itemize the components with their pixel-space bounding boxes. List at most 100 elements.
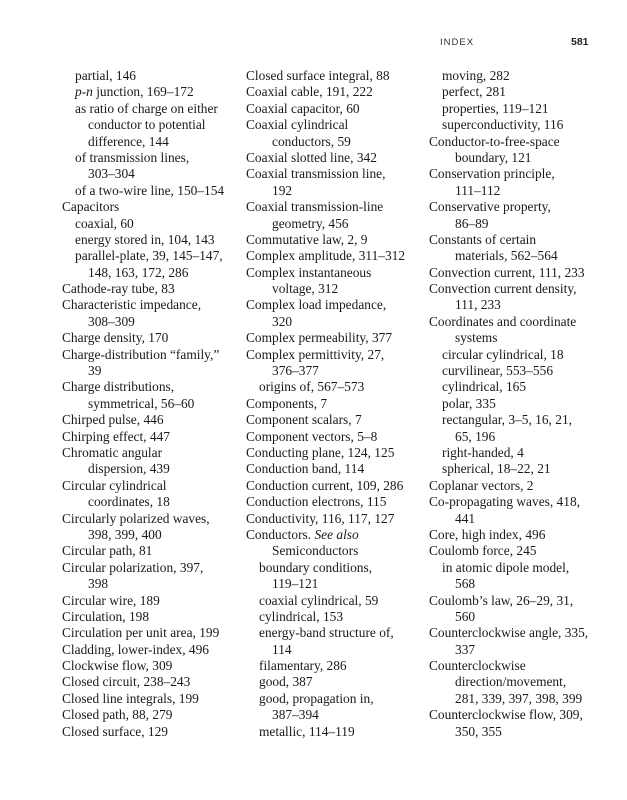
entry-text: energy-band structure of,	[259, 625, 394, 641]
entry-text: Chromatic angular	[62, 444, 163, 460]
entry-text: Conductor-to-free-space	[429, 133, 560, 149]
index-entry: Coaxial transmission-line	[246, 199, 426, 215]
index-entry-continuation: 148, 163, 172, 286	[62, 265, 242, 281]
entry-text: energy stored in, 104, 143	[75, 231, 215, 247]
index-entry: Coaxial slotted line, 342	[246, 150, 426, 166]
entry-text: Coaxial transmission-line	[246, 199, 384, 215]
index-subentry: cylindrical, 165	[429, 379, 609, 395]
index-entry: Coulomb’s law, 26–29, 31,	[429, 593, 609, 609]
entry-text: perfect, 281	[442, 84, 506, 100]
index-entry: Charge density, 170	[62, 330, 242, 346]
entry-text: filamentary, 286	[259, 658, 347, 674]
index-subentry: p-n junction, 169–172	[62, 84, 242, 100]
index-entry: Closed line integrals, 199	[62, 691, 242, 707]
index-entry-continuation: Semiconductors	[246, 543, 426, 559]
index-entry: Circulation per unit area, 199	[62, 625, 242, 641]
index-entry-continuation: dispersion, 439	[62, 461, 242, 477]
index-column-1: partial, 146 p-n junction, 169–172 as rati…	[62, 68, 242, 740]
index-entry: Conductor-to-free-space	[429, 134, 609, 150]
entry-text: cylindrical, 165	[442, 379, 527, 395]
entry-text: partial, 146	[75, 68, 136, 83]
index-entry-continuation: symmetrical, 56–60	[62, 396, 242, 412]
entry-text: Closed path, 88, 279	[62, 707, 173, 723]
index-subentry: good, 387	[246, 674, 426, 690]
index-subentry: spherical, 18–22, 21	[429, 461, 609, 477]
entry-text: boundary, 121	[455, 149, 532, 165]
index-subentry: polar, 335	[429, 396, 609, 412]
entry-text: 39	[88, 363, 102, 379]
entry-text: Capacitors	[62, 199, 120, 215]
entry-text: 387–394	[272, 707, 319, 723]
entry-text: Cladding, lower-index, 496	[62, 641, 210, 657]
entry-text: Coplanar vectors, 2	[429, 477, 534, 493]
entry-text: Coordinates and coordinate	[429, 313, 577, 329]
index-entry: Coordinates and coordinate	[429, 314, 609, 330]
entry-text: geometry, 456	[272, 215, 349, 231]
entry-text: Circular cylindrical	[62, 477, 167, 493]
index-entry-continuation: 114	[246, 642, 426, 658]
index-entry-continuation: 119–121	[246, 576, 426, 592]
index-entry-continuation: 281, 339, 397, 398, 399	[429, 691, 609, 707]
index-entry: Coulomb force, 245	[429, 543, 609, 559]
entry-text: Conduction electrons, 115	[246, 494, 387, 510]
entry-text: conductors, 59	[272, 133, 351, 149]
entry-text: Conduction current, 109, 286	[246, 477, 404, 493]
index-entry: Complex load impedance,	[246, 297, 426, 313]
entry-text: Circulation per unit area, 199	[62, 625, 220, 641]
entry-text: Component scalars, 7	[246, 412, 362, 428]
entry-text: spherical, 18–22, 21	[442, 461, 551, 477]
entry-text: Conduction band, 114	[246, 461, 365, 477]
index-entry-continuation: geometry, 456	[246, 216, 426, 232]
entry-text: Complex permeability, 377	[246, 330, 393, 346]
index-subentry: origins of, 567–573	[246, 379, 426, 395]
entry-text: Complex amplitude, 311–312	[246, 248, 406, 264]
entry-text: superconductivity, 116	[442, 117, 564, 133]
index-entry: Complex permittivity, 27,	[246, 347, 426, 363]
index-entry-continuation: 560	[429, 609, 609, 625]
index-subentry: parallel-plate, 39, 145–147,	[62, 248, 242, 264]
entry-text: Circular path, 81	[62, 543, 153, 559]
index-entry: Coaxial cable, 191, 222	[246, 84, 426, 100]
index-subentry: boundary conditions,	[246, 560, 426, 576]
entry-text: Coulomb force, 245	[429, 543, 537, 559]
entry-text: boundary conditions,	[259, 559, 373, 575]
index-subentry: curvilinear, 553–556	[429, 363, 609, 379]
entry-text: Counterclockwise flow, 309,	[429, 707, 583, 723]
entry-text: Complex instantaneous	[246, 264, 372, 280]
entry-text: 114	[272, 641, 292, 657]
entry-text: Chirping effect, 447	[62, 428, 170, 444]
index-subentry: properties, 119–121	[429, 101, 609, 117]
index-entry-continuation: 39	[62, 363, 242, 379]
index-subentry: metallic, 114–119	[246, 724, 426, 740]
entry-text: 568	[455, 576, 476, 592]
index-column-2: Closed surface integral, 88 Coaxial cable…	[246, 68, 426, 740]
entry-text: Cathode-ray tube, 83	[62, 281, 175, 297]
entry-text: Coaxial transmission line,	[246, 166, 386, 182]
entry-text: coordinates, 18	[88, 494, 170, 510]
entry-text: of a two-wire line, 150–154	[75, 182, 225, 198]
entry-text: Convection current density,	[429, 281, 577, 297]
index-entry: Conductivity, 116, 117, 127	[246, 511, 426, 527]
index-entry: Circular cylindrical	[62, 478, 242, 494]
entry-text: Convection current, 111, 233	[429, 264, 585, 280]
entry-text: metallic, 114–119	[259, 723, 355, 739]
index-entry: Conservation principle,	[429, 166, 609, 182]
entry-text: Components, 7	[246, 395, 328, 411]
entry-text: 320	[272, 313, 293, 329]
entry-text: 303–304	[88, 166, 135, 182]
italic-text: p-n	[75, 84, 93, 100]
entry-text: Counterclockwise angle, 335,	[429, 625, 589, 641]
entry-text: 192	[272, 182, 293, 198]
index-entry: Conduction current, 109, 286	[246, 478, 426, 494]
index-entry: Conduction electrons, 115	[246, 494, 426, 510]
index-entry-continuation: voltage, 312	[246, 281, 426, 297]
entry-text: Circularly polarized waves,	[62, 510, 210, 526]
index-entry: Conduction band, 114	[246, 461, 426, 477]
entry-text: voltage, 312	[272, 281, 339, 297]
index-subentry: good, propagation in,	[246, 691, 426, 707]
entry-text: Coulomb’s law, 26–29, 31,	[429, 592, 574, 608]
entry-text: Charge-distribution “family,”	[62, 346, 220, 362]
entry-text: materials, 562–564	[455, 248, 558, 264]
index-subentry: of a two-wire line, 150–154	[62, 183, 242, 199]
index-entry: Characteristic impedance,	[62, 297, 242, 313]
